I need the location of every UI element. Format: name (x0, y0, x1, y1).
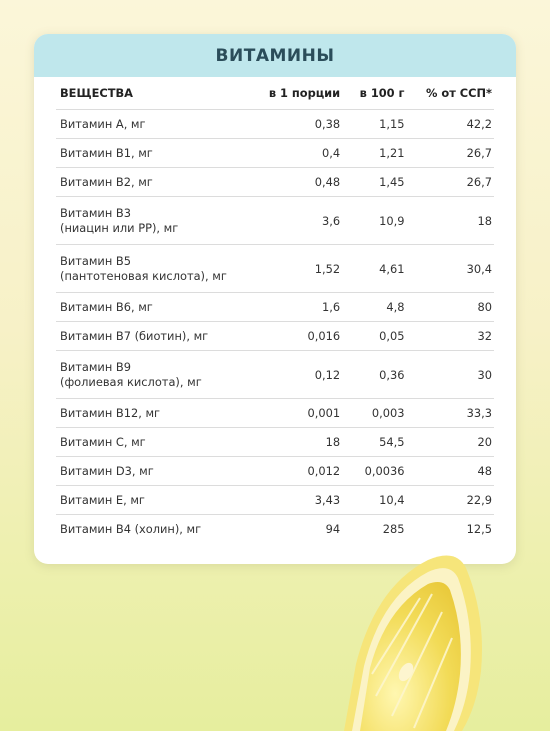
table-body: Витамин A, мг 0,38 1,15 42,2 Витамин B1, мг 0… (56, 109, 494, 544)
per-portion-value: 94 (253, 514, 349, 544)
per-portion-value: 0,4 (253, 138, 349, 168)
per-portion-value: 0,016 (253, 321, 349, 351)
percent-value: 48 (412, 456, 494, 486)
percent-value: 30 (412, 350, 494, 399)
percent-value: 18 (412, 196, 494, 245)
per-100g-value: 0,0036 (348, 456, 413, 486)
vitamin-name: Витамин B6, мг (56, 292, 254, 322)
per-100g-value: 4,8 (348, 292, 413, 322)
column-header-per-portion: в 1 порции (268, 86, 341, 100)
lemon-slice-icon (344, 555, 482, 731)
percent-value: 80 (412, 292, 494, 322)
vitamin-name: Витамин D3, мг (56, 456, 254, 486)
vitamin-name: Витамин B9 (фолиевая кислота), мг (56, 350, 254, 399)
vitamin-name-line: Витамин B3 (60, 205, 131, 220)
card-title: ВИТАМИНЫ (215, 45, 335, 66)
percent-value: 26,7 (412, 167, 494, 197)
per-100g-value: 0,36 (348, 350, 413, 399)
vitamin-name-line: (пантотеновая кислота), мг (60, 268, 227, 283)
column-header-substance: ВЕЩЕСТВА (60, 86, 133, 100)
vitamin-name: Витамин B1, мг (56, 138, 254, 168)
per-portion-value: 0,48 (253, 167, 349, 197)
per-portion-value: 1,6 (253, 292, 349, 322)
vitamin-name-line: Витамин B9 (60, 359, 131, 374)
column-header-per-100g: в 100 г (359, 86, 405, 100)
table-header-row: ВЕЩЕСТВА в 1 порции в 100 г % от ССП* (56, 77, 494, 110)
per-100g-value: 10,4 (348, 485, 413, 515)
vitamin-name: Витамин B4 (холин), мг (56, 514, 254, 544)
per-100g-value: 1,15 (348, 109, 413, 139)
table-row: Витамин E, мг 3,43 10,4 22,9 (56, 485, 494, 515)
percent-value: 30,4 (412, 244, 494, 293)
per-100g-value: 1,21 (348, 138, 413, 168)
card-header: ВИТАМИНЫ (34, 34, 516, 77)
vitamin-name-line: Витамин B6, мг (60, 299, 153, 314)
vitamin-name-line: Витамин A, мг (60, 116, 146, 131)
per-100g-value: 285 (348, 514, 413, 544)
per-100g-value: 0,05 (348, 321, 413, 351)
per-portion-value: 1,52 (253, 244, 349, 293)
per-100g-value: 1,45 (348, 167, 413, 197)
table-row: Витамин B9 (фолиевая кислота), мг 0,12 0,36… (56, 350, 494, 399)
table-row: Витамин B3 (ниацин или PP), мг 3,6 10,9 18 (56, 196, 494, 245)
column-header-percent: % от ССП* (426, 86, 492, 100)
per-portion-value: 18 (253, 427, 349, 457)
per-100g-value: 54,5 (348, 427, 413, 457)
vitamin-name-line: Витамин E, мг (60, 492, 145, 507)
vitamin-name: Витамин B3 (ниацин или PP), мг (56, 196, 254, 245)
vitamin-name-line: (ниацин или PP), мг (60, 220, 179, 235)
percent-value: 12,5 (412, 514, 494, 544)
percent-value: 20 (412, 427, 494, 457)
vitamin-name-line: Витамин B4 (холин), мг (60, 521, 202, 536)
table-row: Витамин B12, мг 0,001 0,003 33,3 (56, 398, 494, 428)
vitamin-name-line: Витамин B1, мг (60, 145, 153, 160)
table-row: Витамин B1, мг 0,4 1,21 26,7 (56, 138, 494, 168)
per-100g-value: 10,9 (348, 196, 413, 245)
per-portion-value: 3,6 (253, 196, 349, 245)
vitamins-card: ВИТАМИНЫ ВЕЩЕСТВА в 1 порции в 100 г % о… (34, 34, 516, 564)
table-row: Витамин D3, мг 0,012 0,0036 48 (56, 456, 494, 486)
vitamin-name-line: Витамин D3, мг (60, 463, 154, 478)
vitamin-name-line: Витамин C, мг (60, 434, 146, 449)
vitamin-name: Витамин C, мг (56, 427, 254, 457)
per-portion-value: 0,012 (253, 456, 349, 486)
per-portion-value: 0,001 (253, 398, 349, 428)
vitamin-name: Витамин B2, мг (56, 167, 254, 197)
vitamin-name-line: Витамин B7 (биотин), мг (60, 328, 209, 343)
vitamin-name-line: Витамин B12, мг (60, 405, 161, 420)
per-100g-value: 4,61 (348, 244, 413, 293)
vitamin-name-line: Витамин B5 (60, 253, 131, 268)
vitamin-name: Витамин A, мг (56, 109, 254, 139)
table-row: Витамин B7 (биотин), мг 0,016 0,05 32 (56, 321, 494, 351)
table-row: Витамин B5 (пантотеновая кислота), мг 1,52… (56, 244, 494, 293)
per-portion-value: 0,38 (253, 109, 349, 139)
percent-value: 42,2 (412, 109, 494, 139)
percent-value: 33,3 (412, 398, 494, 428)
per-portion-value: 0,12 (253, 350, 349, 399)
percent-value: 22,9 (412, 485, 494, 515)
table-row: Витамин C, мг 18 54,5 20 (56, 427, 494, 457)
table-row: Витамин A, мг 0,38 1,15 42,2 (56, 109, 494, 139)
percent-value: 32 (412, 321, 494, 351)
vitamin-name: Витамин B5 (пантотеновая кислота), мг (56, 244, 254, 293)
vitamin-name: Витамин E, мг (56, 485, 254, 515)
vitamin-name: Витамин B7 (биотин), мг (56, 321, 254, 351)
table-row: Витамин B4 (холин), мг 94 285 12,5 (56, 514, 494, 544)
vitamin-name-line: (фолиевая кислота), мг (60, 374, 202, 389)
vitamin-name-line: Витамин B2, мг (60, 174, 153, 189)
per-portion-value: 3,43 (253, 485, 349, 515)
vitamins-table: ВЕЩЕСТВА в 1 порции в 100 г % от ССП* Ви… (56, 77, 494, 544)
vitamin-name: Витамин B12, мг (56, 398, 254, 428)
table-row: Витамин B6, мг 1,6 4,8 80 (56, 292, 494, 322)
percent-value: 26,7 (412, 138, 494, 168)
table-row: Витамин B2, мг 0,48 1,45 26,7 (56, 167, 494, 197)
per-100g-value: 0,003 (348, 398, 413, 428)
